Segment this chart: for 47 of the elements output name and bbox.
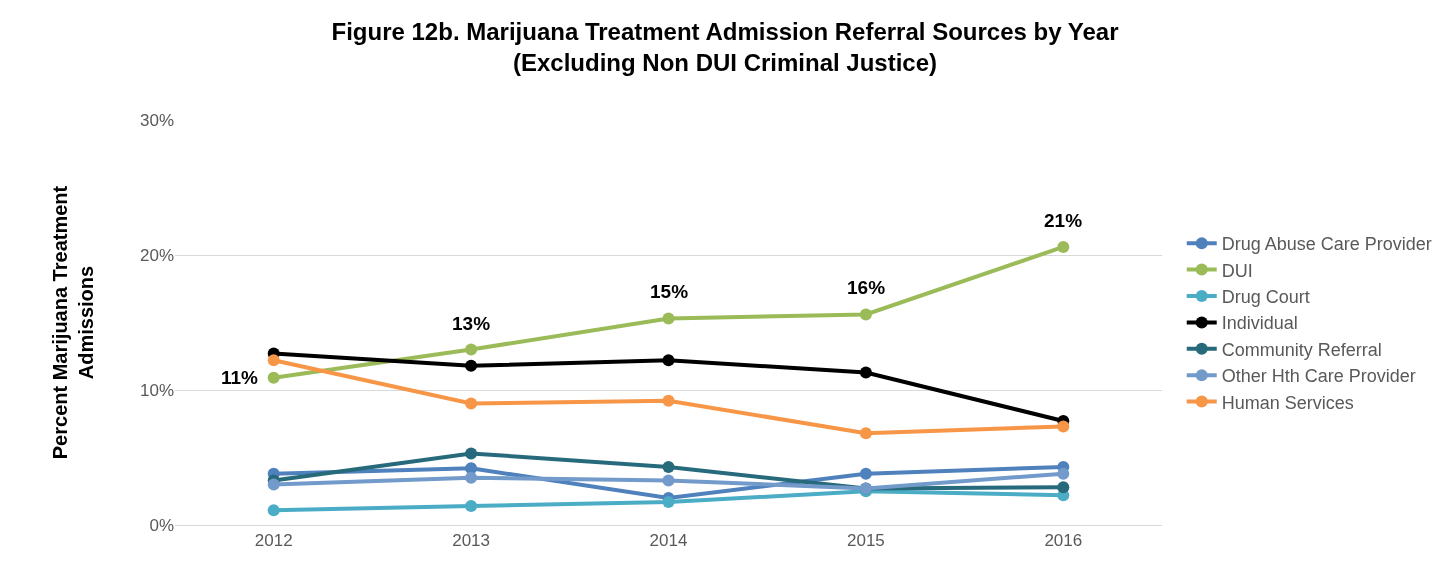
- y-tick-label: 10%: [139, 380, 174, 400]
- legend-label: Drug Abuse Care Provider: [1221, 234, 1432, 255]
- point: [662, 312, 675, 325]
- x-tick-label: 2014: [649, 531, 688, 551]
- point: [859, 427, 872, 440]
- point: [1057, 467, 1070, 480]
- point: [465, 359, 478, 372]
- point: [465, 500, 478, 513]
- x-tick-label: 2012: [254, 531, 293, 551]
- point: [465, 343, 478, 356]
- legend-label: Drug Court: [1221, 287, 1310, 308]
- y-tick-label: 20%: [139, 245, 174, 265]
- data-label: 15%: [650, 281, 689, 302]
- point: [267, 354, 280, 367]
- point: [662, 354, 675, 367]
- point: [859, 467, 872, 480]
- point: [859, 308, 872, 321]
- x-tick-label: 2015: [846, 531, 885, 551]
- point: [465, 447, 478, 460]
- data-label: 13%: [452, 313, 491, 334]
- point: [267, 478, 280, 491]
- chart-title: Figure 12b. Marijuana Treatment Admission Referral Sources by Year (Excluding Non DUI Criminal Justice): [331, 17, 1119, 76]
- point: [267, 504, 280, 517]
- point: [662, 460, 675, 473]
- data-label: 11%: [221, 367, 259, 388]
- legend-label: Individual: [1221, 313, 1298, 334]
- data-label: 21%: [1044, 210, 1083, 231]
- legend-label: DUI: [1221, 260, 1253, 281]
- point: [859, 366, 872, 379]
- point: [1057, 240, 1070, 253]
- legend-label: Community Referral: [1221, 339, 1382, 360]
- point: [662, 496, 675, 509]
- point: [267, 371, 280, 384]
- data-label: 16%: [847, 277, 886, 298]
- y-axis-title: Percent Marijuana Treatment Admissions: [49, 185, 98, 460]
- legend-label: Human Services: [1221, 392, 1354, 413]
- point: [662, 394, 675, 407]
- x-tick-label: 2013: [452, 531, 491, 551]
- point: [465, 397, 478, 410]
- x-tick-label: 2016: [1044, 531, 1083, 551]
- legend-label: Other Hth Care Provider: [1221, 366, 1416, 387]
- point: [1057, 420, 1070, 433]
- y-tick-label: 0%: [149, 515, 174, 535]
- point: [1057, 481, 1070, 494]
- point: [465, 471, 478, 484]
- y-tick-label: 30%: [139, 110, 174, 130]
- point: [662, 474, 675, 487]
